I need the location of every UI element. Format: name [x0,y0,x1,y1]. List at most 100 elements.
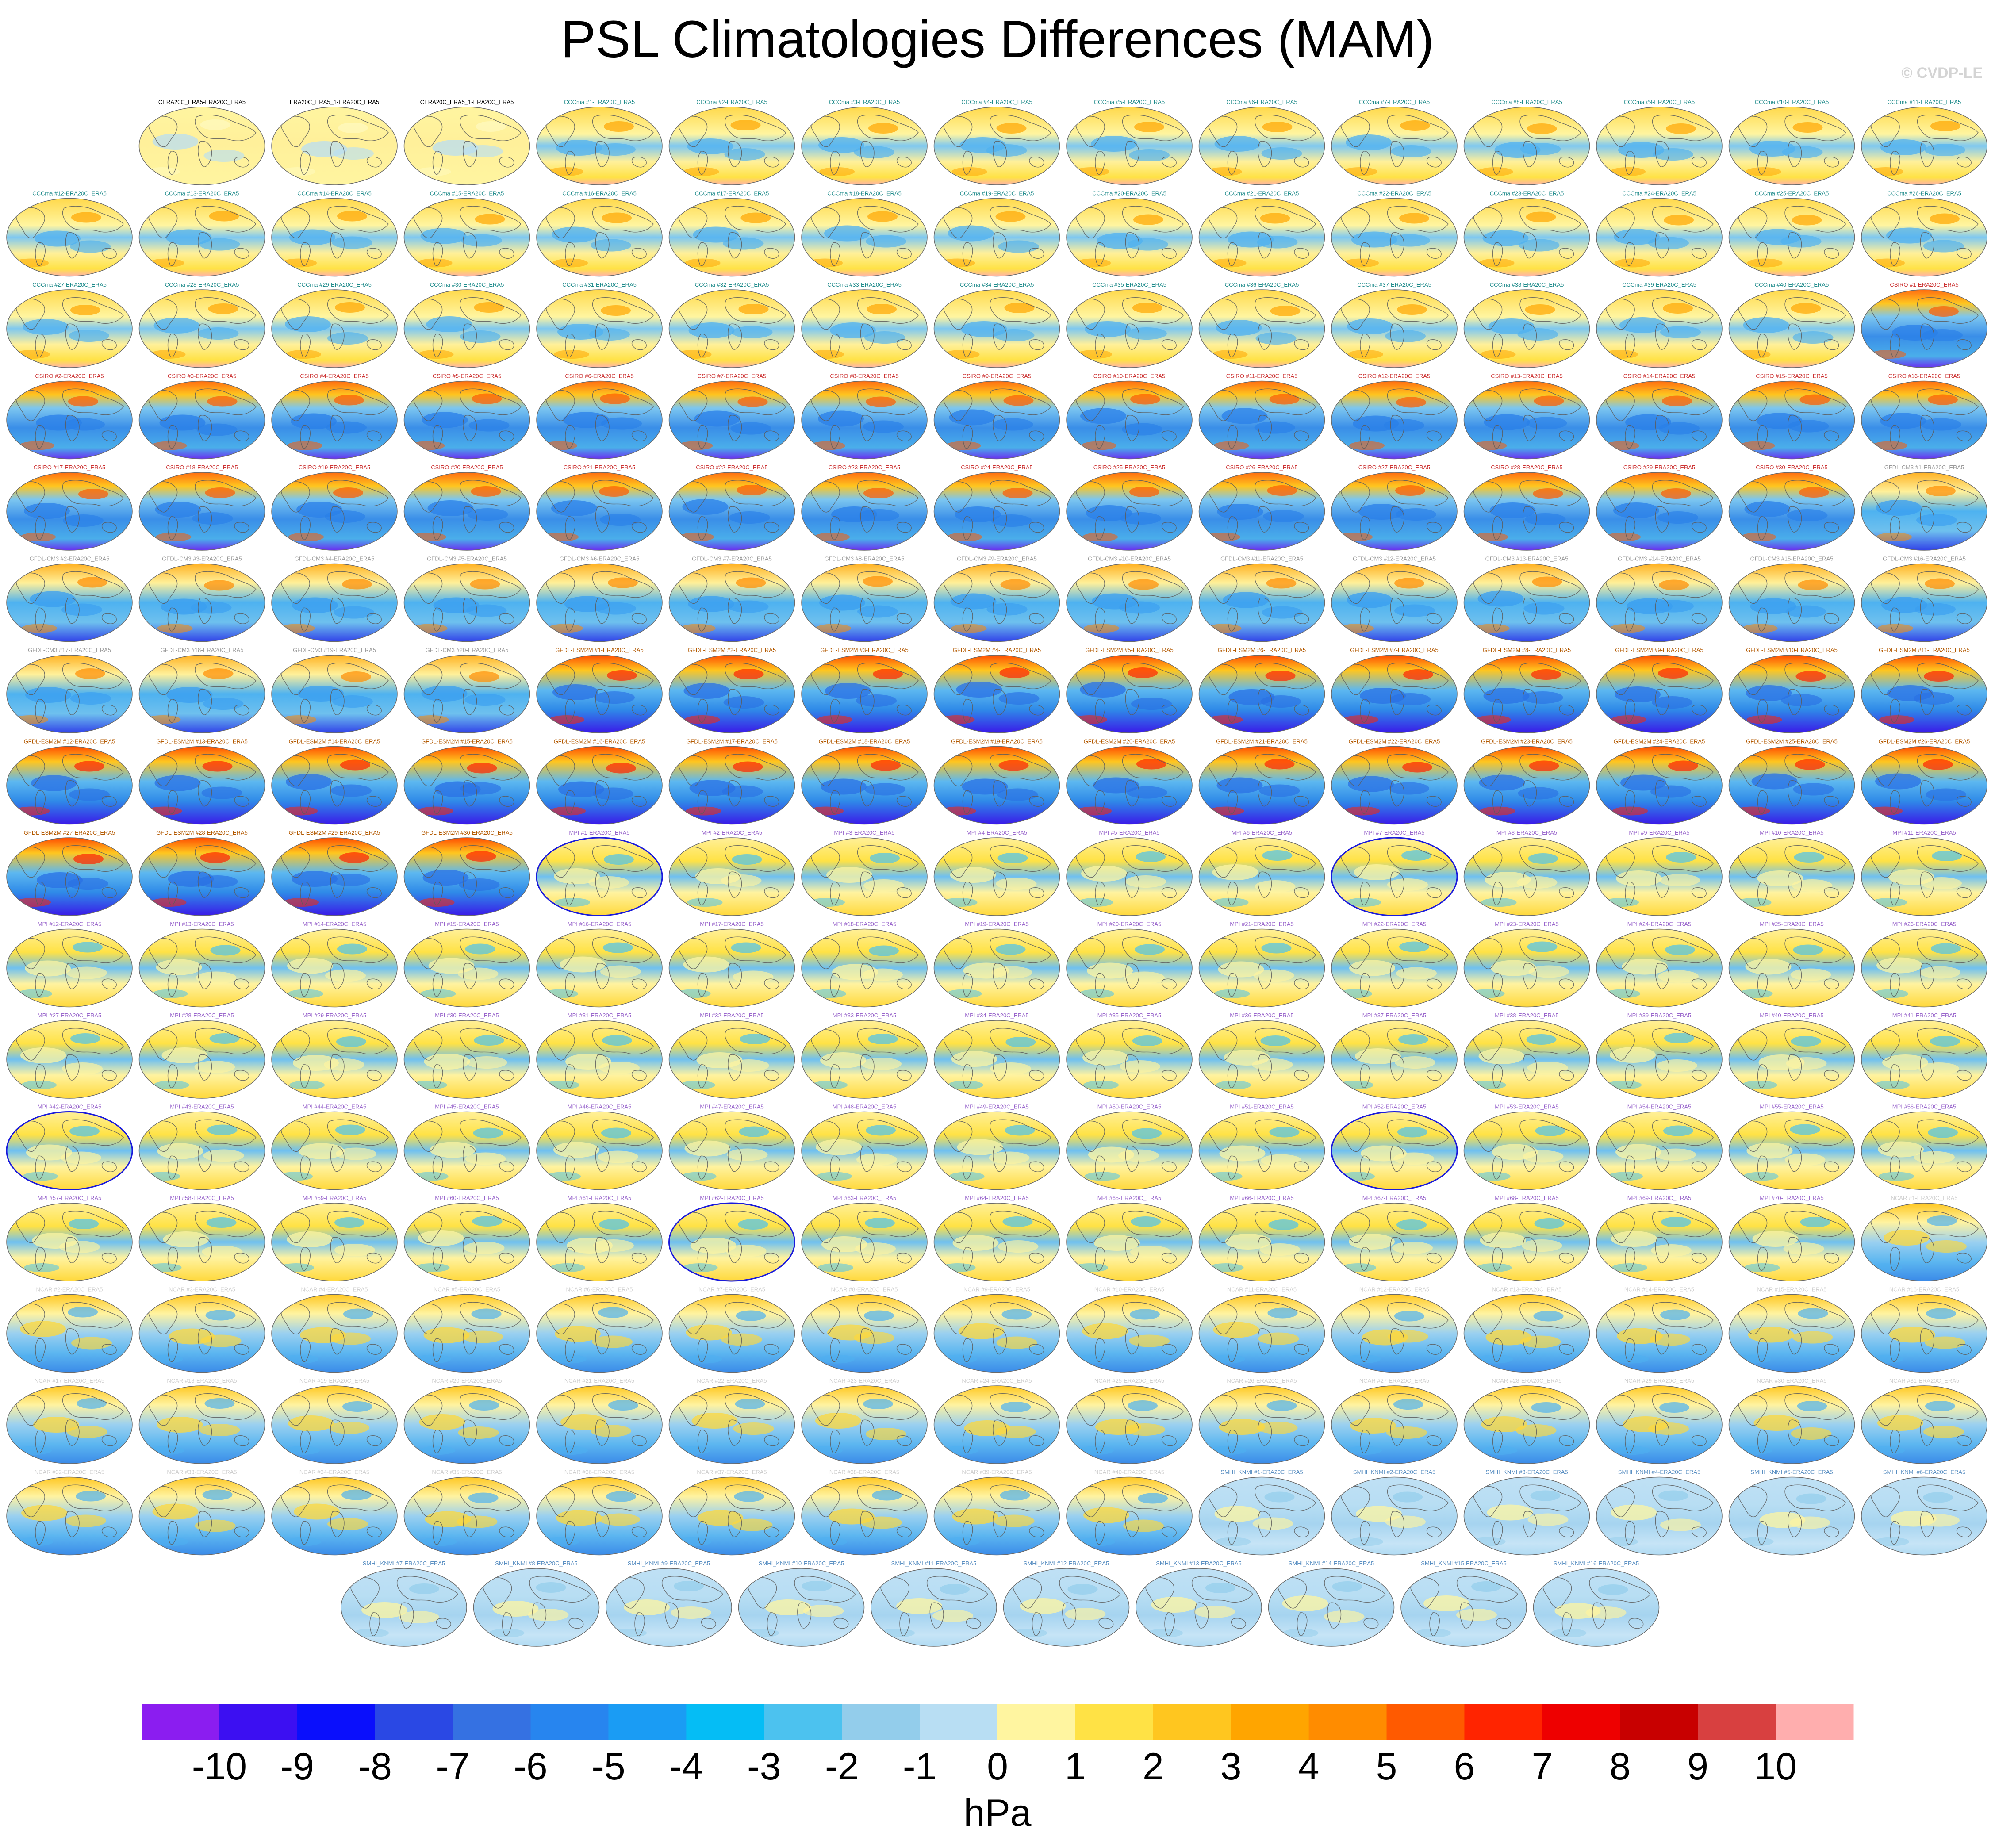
map-panel-title: GFDL-ESM2M #30-ERA20C_ERA5 [421,829,513,836]
map-panel-title: GFDL-CM3 #8-ERA20C_ERA5 [825,556,905,562]
map-panel: MPI #63-ERA20C_ERA5 [801,1195,928,1281]
map-panel-title: CSIRO #22-ERA20C_ERA5 [696,464,768,471]
map-panel-title: GFDL-ESM2M #12-ERA20C_ERA5 [24,738,115,745]
map-panel: NCAR #5-ERA20C_ERA5 [403,1286,530,1373]
map-panel-title: GFDL-CM3 #1-ERA20C_ERA5 [1884,464,1964,471]
map-panel: NCAR #3-ERA20C_ERA5 [138,1286,265,1373]
colorbar-tick-label: -2 [825,1745,859,1788]
colorbar-tick-label: 5 [1376,1745,1397,1788]
map-panel-title: GFDL-ESM2M #5-ERA20C_ERA5 [1085,647,1173,653]
map-panel-title: GFDL-ESM2M #29-ERA20C_ERA5 [289,829,380,836]
map-panel-title: GFDL-CM3 #5-ERA20C_ERA5 [427,556,507,562]
map-panel-title: NCAR #32-ERA20C_ERA5 [35,1469,104,1476]
map-panel: GFDL-ESM2M #28-ERA20C_ERA5 [138,829,265,916]
map-panel: NCAR #29-ERA20C_ERA5 [1596,1377,1723,1464]
map-panel-title: CCCma #11-ERA20C_ERA5 [1888,99,1961,105]
map-panel: MPI #1-ERA20C_ERA5 [536,829,663,916]
map-panel-title: MPI #59-ERA20C_ERA5 [303,1195,367,1201]
map-panel: CSIRO #20-ERA20C_ERA5 [403,464,530,551]
map-panel: CCCma #35-ERA20C_ERA5 [1066,281,1193,368]
map-panel: MPI #28-ERA20C_ERA5 [138,1012,265,1099]
map-panel: SMHI_KNMI #8-ERA20C_ERA5 [473,1560,600,1647]
map-panel: GFDL-ESM2M #20-ERA20C_ERA5 [1066,738,1193,825]
map-panel-title: MPI #68-ERA20C_ERA5 [1495,1195,1559,1201]
map-panel: CCCma #37-ERA20C_ERA5 [1331,281,1458,368]
map-panel: CCCma #27-ERA20C_ERA5 [6,281,133,368]
map-panel-title: CSIRO #26-ERA20C_ERA5 [1226,464,1298,471]
map-panel: NCAR #2-ERA20C_ERA5 [6,1286,133,1373]
map-panel: GFDL-CM3 #8-ERA20C_ERA5 [801,556,928,642]
map-panel: GFDL-CM3 #9-ERA20C_ERA5 [933,556,1060,642]
map-panel: GFDL-ESM2M #16-ERA20C_ERA5 [536,738,663,825]
map-panel: MPI #56-ERA20C_ERA5 [1861,1104,1987,1190]
map-panel-title: MPI #37-ERA20C_ERA5 [1362,1012,1427,1019]
map-panel: NCAR #39-ERA20C_ERA5 [933,1469,1060,1556]
map-panel-title: NCAR #20-ERA20C_ERA5 [432,1377,502,1384]
map-panel: MPI #58-ERA20C_ERA5 [138,1195,265,1281]
map-panel: NCAR #27-ERA20C_ERA5 [1331,1377,1458,1464]
map-panel: NCAR #37-ERA20C_ERA5 [668,1469,795,1556]
colorbar-swatch [1308,1704,1387,1740]
map-panel: GFDL-CM3 #6-ERA20C_ERA5 [536,556,663,642]
colorbar-swatch [920,1704,998,1740]
map-panel-title: CSIRO #27-ERA20C_ERA5 [1358,464,1431,471]
colorbar-tick-label: -3 [747,1745,781,1788]
colorbar-tick-label: -6 [514,1745,547,1788]
map-panel: NCAR #10-ERA20C_ERA5 [1066,1286,1193,1373]
map-panel-title: GFDL-CM3 #15-ERA20C_ERA5 [1750,556,1834,562]
map-panel-title: CSIRO #7-ERA20C_ERA5 [698,373,766,380]
map-panel-title: GFDL-ESM2M #10-ERA20C_ERA5 [1746,647,1838,653]
map-panel-title: MPI #28-ERA20C_ERA5 [170,1012,234,1019]
map-panel-title: CCCma #6-ERA20C_ERA5 [1226,99,1297,105]
map-panel: GFDL-ESM2M #21-ERA20C_ERA5 [1198,738,1325,825]
map-panel-title: MPI #69-ERA20C_ERA5 [1627,1195,1692,1201]
map-panel: CSIRO #6-ERA20C_ERA5 [536,373,663,460]
map-panel: NCAR #15-ERA20C_ERA5 [1728,1286,1855,1373]
map-panel: CSIRO #7-ERA20C_ERA5 [668,373,795,460]
map-panel: MPI #7-ERA20C_ERA5 [1331,829,1458,916]
map-panel: NCAR #23-ERA20C_ERA5 [801,1377,928,1464]
map-panel-title: CCCma #31-ERA20C_ERA5 [562,281,637,288]
map-panel-title: CERA20C_ERA5-ERA20C_ERA5 [158,99,246,105]
map-panel: GFDL-ESM2M #4-ERA20C_ERA5 [933,647,1060,733]
map-panel-title: NCAR #31-ERA20C_ERA5 [1889,1377,1959,1384]
colorbar-swatch [997,1704,1076,1740]
map-panel: MPI #13-ERA20C_ERA5 [138,921,265,1008]
map-panel: NCAR #20-ERA20C_ERA5 [403,1377,530,1464]
map-panel-title: SMHI_KNMI #15-ERA20C_ERA5 [1421,1560,1507,1567]
map-panel-title: MPI #31-ERA20C_ERA5 [568,1012,632,1019]
map-panel: GFDL-ESM2M #24-ERA20C_ERA5 [1596,738,1723,825]
map-panel: GFDL-ESM2M #13-ERA20C_ERA5 [138,738,265,825]
map-panel-title: CCCma #17-ERA20C_ERA5 [695,190,769,197]
map-panel-title: NCAR #14-ERA20C_ERA5 [1624,1286,1694,1293]
map-panel-title: MPI #42-ERA20C_ERA5 [38,1104,102,1110]
map-panel-title: GFDL-CM3 #16-ERA20C_ERA5 [1883,556,1966,562]
map-panel-title: SMHI_KNMI #7-ERA20C_ERA5 [363,1560,445,1567]
map-panel: CCCma #34-ERA20C_ERA5 [933,281,1060,368]
colorbar-swatch [1075,1704,1154,1740]
map-panel-title: NCAR #12-ERA20C_ERA5 [1359,1286,1429,1293]
map-panel: MPI #24-ERA20C_ERA5 [1596,921,1723,1008]
map-panel: NCAR #22-ERA20C_ERA5 [668,1377,795,1464]
map-panel: CCCma #8-ERA20C_ERA5 [1463,99,1590,185]
map-panel: SMHI_KNMI #3-ERA20C_ERA5 [1463,1469,1590,1556]
map-panel: GFDL-ESM2M #26-ERA20C_ERA5 [1861,738,1987,825]
map-panel: SMHI_KNMI #10-ERA20C_ERA5 [738,1560,865,1647]
map-panel-title: CCCma #21-ERA20C_ERA5 [1225,190,1299,197]
map-panel: CCCma #15-ERA20C_ERA5 [403,190,530,277]
map-panel-title: MPI #2-ERA20C_ERA5 [702,829,762,836]
map-panel-title: CSIRO #23-ERA20C_ERA5 [829,464,901,471]
map-panel-title: NCAR #11-ERA20C_ERA5 [1227,1286,1297,1293]
map-panel: CCCma #10-ERA20C_ERA5 [1728,99,1855,185]
colorbar-tick-label: -5 [591,1745,625,1788]
map-panel-title: GFDL-ESM2M #8-ERA20C_ERA5 [1483,647,1571,653]
map-panel-title: GFDL-ESM2M #25-ERA20C_ERA5 [1746,738,1838,745]
map-panel: MPI #66-ERA20C_ERA5 [1198,1195,1325,1281]
map-panel-title: MPI #54-ERA20C_ERA5 [1627,1104,1692,1110]
map-panel: CCCma #30-ERA20C_ERA5 [403,281,530,368]
map-panel: CCCma #21-ERA20C_ERA5 [1198,190,1325,277]
map-panel: MPI #40-ERA20C_ERA5 [1728,1012,1855,1099]
map-panel: MPI #60-ERA20C_ERA5 [403,1195,530,1281]
map-panel-title: MPI #70-ERA20C_ERA5 [1760,1195,1824,1201]
